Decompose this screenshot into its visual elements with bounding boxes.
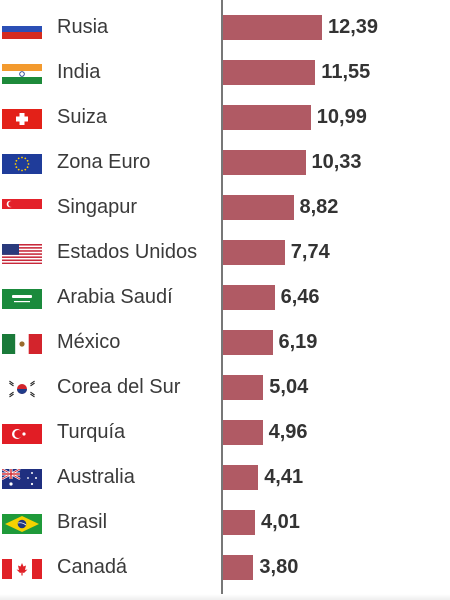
singapore-flag-icon [2, 199, 42, 219]
data-label: 6,46 [280, 286, 320, 308]
south-korea-flag-icon [2, 379, 42, 399]
india-flag-icon [2, 64, 42, 84]
data-label: 4,01 [261, 511, 300, 533]
data-label: 3,80 [259, 556, 299, 578]
canada-flag-icon [2, 559, 42, 579]
bar-row: Rusia 12,39 [0, 10, 450, 50]
brazil-flag-icon [2, 514, 42, 534]
data-label: 4,41 [264, 466, 304, 488]
bar [223, 150, 306, 175]
bar-row: Australia 4,41 [0, 460, 450, 500]
category-label: Australia [57, 466, 135, 488]
data-label: 8,82 [299, 196, 339, 218]
saudi-arabia-flag-icon [2, 289, 42, 309]
bar-row: Singapur 8,82 [0, 190, 450, 230]
data-label: 10,99 [316, 106, 367, 128]
data-label: 10,33 [311, 151, 362, 173]
category-label: India [57, 61, 101, 83]
data-label: 7,74 [290, 241, 330, 263]
eu-flag-icon [2, 154, 42, 174]
category-label: Suiza [57, 106, 108, 128]
turkey-flag-icon [2, 424, 42, 444]
category-label: Arabia Saudí [57, 286, 173, 308]
category-label: México [57, 331, 121, 353]
category-label: Estados Unidos [57, 241, 198, 263]
category-label: Canadá [57, 556, 128, 578]
bar [223, 465, 259, 490]
data-label: 4,96 [268, 421, 308, 443]
usa-flag-icon [2, 244, 42, 264]
bar-row: Estados Unidos 7,74 [0, 235, 450, 275]
bar-row: Arabia Saudí 6,46 [0, 280, 450, 320]
australia-flag-icon [2, 469, 42, 489]
bar-row: Turquía 4,96 [0, 415, 450, 455]
bar [223, 240, 285, 265]
bar-row: Corea del Sur 5,04 [0, 370, 450, 410]
bar-row: Zona Euro 10,33 [0, 145, 450, 185]
bar [223, 330, 273, 355]
bar-row: Canadá 3,80 [0, 550, 450, 590]
russia-flag-icon [2, 19, 42, 39]
bar [223, 555, 254, 580]
bar-row: Brasil 4,01 [0, 505, 450, 545]
bar-row: Suiza 10,99 [0, 100, 450, 140]
data-label: 11,55 [321, 61, 371, 83]
category-label: Turquía [57, 421, 126, 443]
category-label: Zona Euro [57, 151, 151, 173]
bar [223, 510, 255, 535]
data-label: 12,39 [328, 16, 379, 38]
category-label: Rusia [57, 16, 109, 38]
bar [223, 195, 294, 220]
bar [223, 375, 264, 400]
data-label: 5,04 [269, 376, 309, 398]
category-label: Brasil [57, 511, 108, 533]
bar-row: México 6,19 [0, 325, 450, 365]
bar [223, 285, 275, 310]
bar [223, 420, 263, 445]
category-label: Corea del Sur [57, 376, 181, 398]
bar [223, 105, 311, 130]
data-label: 6,19 [278, 331, 318, 353]
category-label: Singapur [57, 196, 138, 218]
mexico-flag-icon [2, 334, 42, 354]
bottom-strip [0, 594, 450, 600]
switzerland-flag-icon [2, 109, 42, 129]
bar [223, 60, 316, 85]
bar [223, 15, 322, 40]
bar-row: India 11,55 [0, 55, 450, 95]
axis-line [221, 0, 223, 600]
